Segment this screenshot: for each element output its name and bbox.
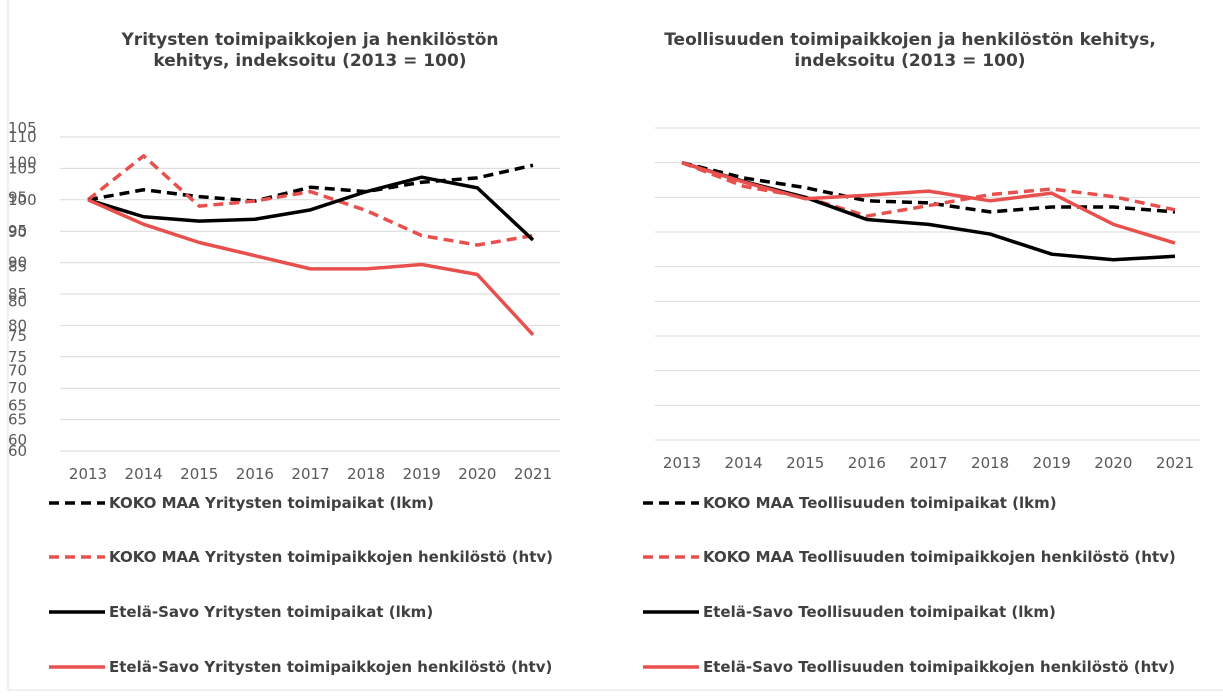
x-tick-label: 2017 [291,465,329,483]
y-tick-label: 110 [8,128,37,146]
x-tick-label: 2016 [848,454,886,472]
y-tick-label: 65 [8,411,27,429]
series-line [681,160,1176,262]
legend-swatch [643,610,699,614]
x-tick-label: 2019 [403,465,441,483]
y-tick-label: 70 [8,362,27,380]
legend-item: Etelä-Savo Yritysten toimipaikkojen henk… [48,657,568,678]
x-tick-label: 2015 [180,465,218,483]
legend-label: KOKO MAA Teollisuuden toimipaikat (lkm) [703,494,1057,512]
y-tick-label: 100 [8,191,37,209]
y-tick-label: 75 [8,327,27,345]
y-tick-label: 95 [8,188,27,206]
series-line [87,175,535,242]
y-tick-label: 85 [8,285,27,303]
legend-swatch [643,501,699,505]
legend-label: Etelä-Savo Yritysten toimipaikkojen henk… [109,658,553,676]
y-tick-label: 80 [8,292,27,310]
series-line [87,163,534,203]
series-line [86,154,534,247]
x-tick-label: 2021 [1156,454,1194,472]
chart-title: Yritysten toimipaikkojen ja henkilöstön … [121,30,499,71]
y-tick-label: 65 [8,396,27,414]
x-tick-label: 2021 [514,465,552,483]
legend-item: Etelä-Savo Teollisuuden toimipaikat (lkm… [642,602,1202,623]
x-tick-label: 2017 [909,454,947,472]
x-tick-label: 2014 [725,454,763,472]
y-tick-label: 80 [8,316,27,334]
y-tick-label: 60 [8,442,27,460]
legend-label: KOKO MAA Teollisuuden toimipaikkojen hen… [703,548,1176,566]
y-tick-label: 75 [8,348,27,366]
legend-label: Etelä-Savo Yritysten toimipaikat (lkm) [109,603,434,621]
y-tick-label: 90 [8,223,27,241]
y-tick-label: 90 [8,254,27,272]
x-tick-label: 2020 [458,465,496,483]
x-tick-label: 2013 [69,465,107,483]
legend-item: Etelä-Savo Teollisuuden toimipaikkojen h… [642,657,1202,678]
x-tick-label: 2016 [236,465,274,483]
chart-title: Teollisuuden toimipaikkojen ja henkilöst… [664,30,1156,71]
legend-swatch [49,555,105,559]
x-tick-label: 2014 [125,465,163,483]
legend-swatch [643,665,699,669]
x-tick-label: 2018 [347,465,385,483]
y-tick-label: 95 [8,222,27,240]
x-tick-label: 2013 [663,454,701,472]
y-tick-label: 70 [8,379,27,397]
series-line [681,160,1176,245]
y-tick-label: 105 [8,159,37,177]
legend-swatch [49,665,105,669]
series-line [87,198,535,337]
x-tick-label: 2015 [786,454,824,472]
legend-label: Etelä-Savo Teollisuuden toimipaikat (lkm… [703,603,1056,621]
y-tick-label: 105 [8,119,37,137]
legend-item: KOKO MAA Teollisuuden toimipaikat (lkm) [642,493,1202,514]
y-tick-label: 85 [8,258,27,276]
x-tick-label: 2018 [971,454,1009,472]
legend-label: KOKO MAA Yritysten toimipaikkojen henkil… [109,548,554,566]
x-tick-label: 2020 [1094,454,1132,472]
legend-swatch [49,501,105,505]
series-line [681,161,1176,218]
legend-item: Etelä-Savo Yritysten toimipaikat (lkm) [48,602,568,623]
legend-item: KOKO MAA Yritysten toimipaikat (lkm) [48,493,568,514]
legend-item: KOKO MAA Teollisuuden toimipaikkojen hen… [642,547,1202,568]
legend-swatch [49,610,105,614]
legend-label: KOKO MAA Yritysten toimipaikat (lkm) [109,494,434,512]
y-tick-label: 100 [8,154,37,172]
legend-swatch [643,555,699,559]
legend-item: KOKO MAA Yritysten toimipaikkojen henkil… [48,547,568,568]
y-tick-label: 60 [8,431,27,449]
x-tick-label: 2019 [1033,454,1071,472]
legend-label: Etelä-Savo Teollisuuden toimipaikkojen h… [703,658,1176,676]
series-line [681,160,1176,214]
